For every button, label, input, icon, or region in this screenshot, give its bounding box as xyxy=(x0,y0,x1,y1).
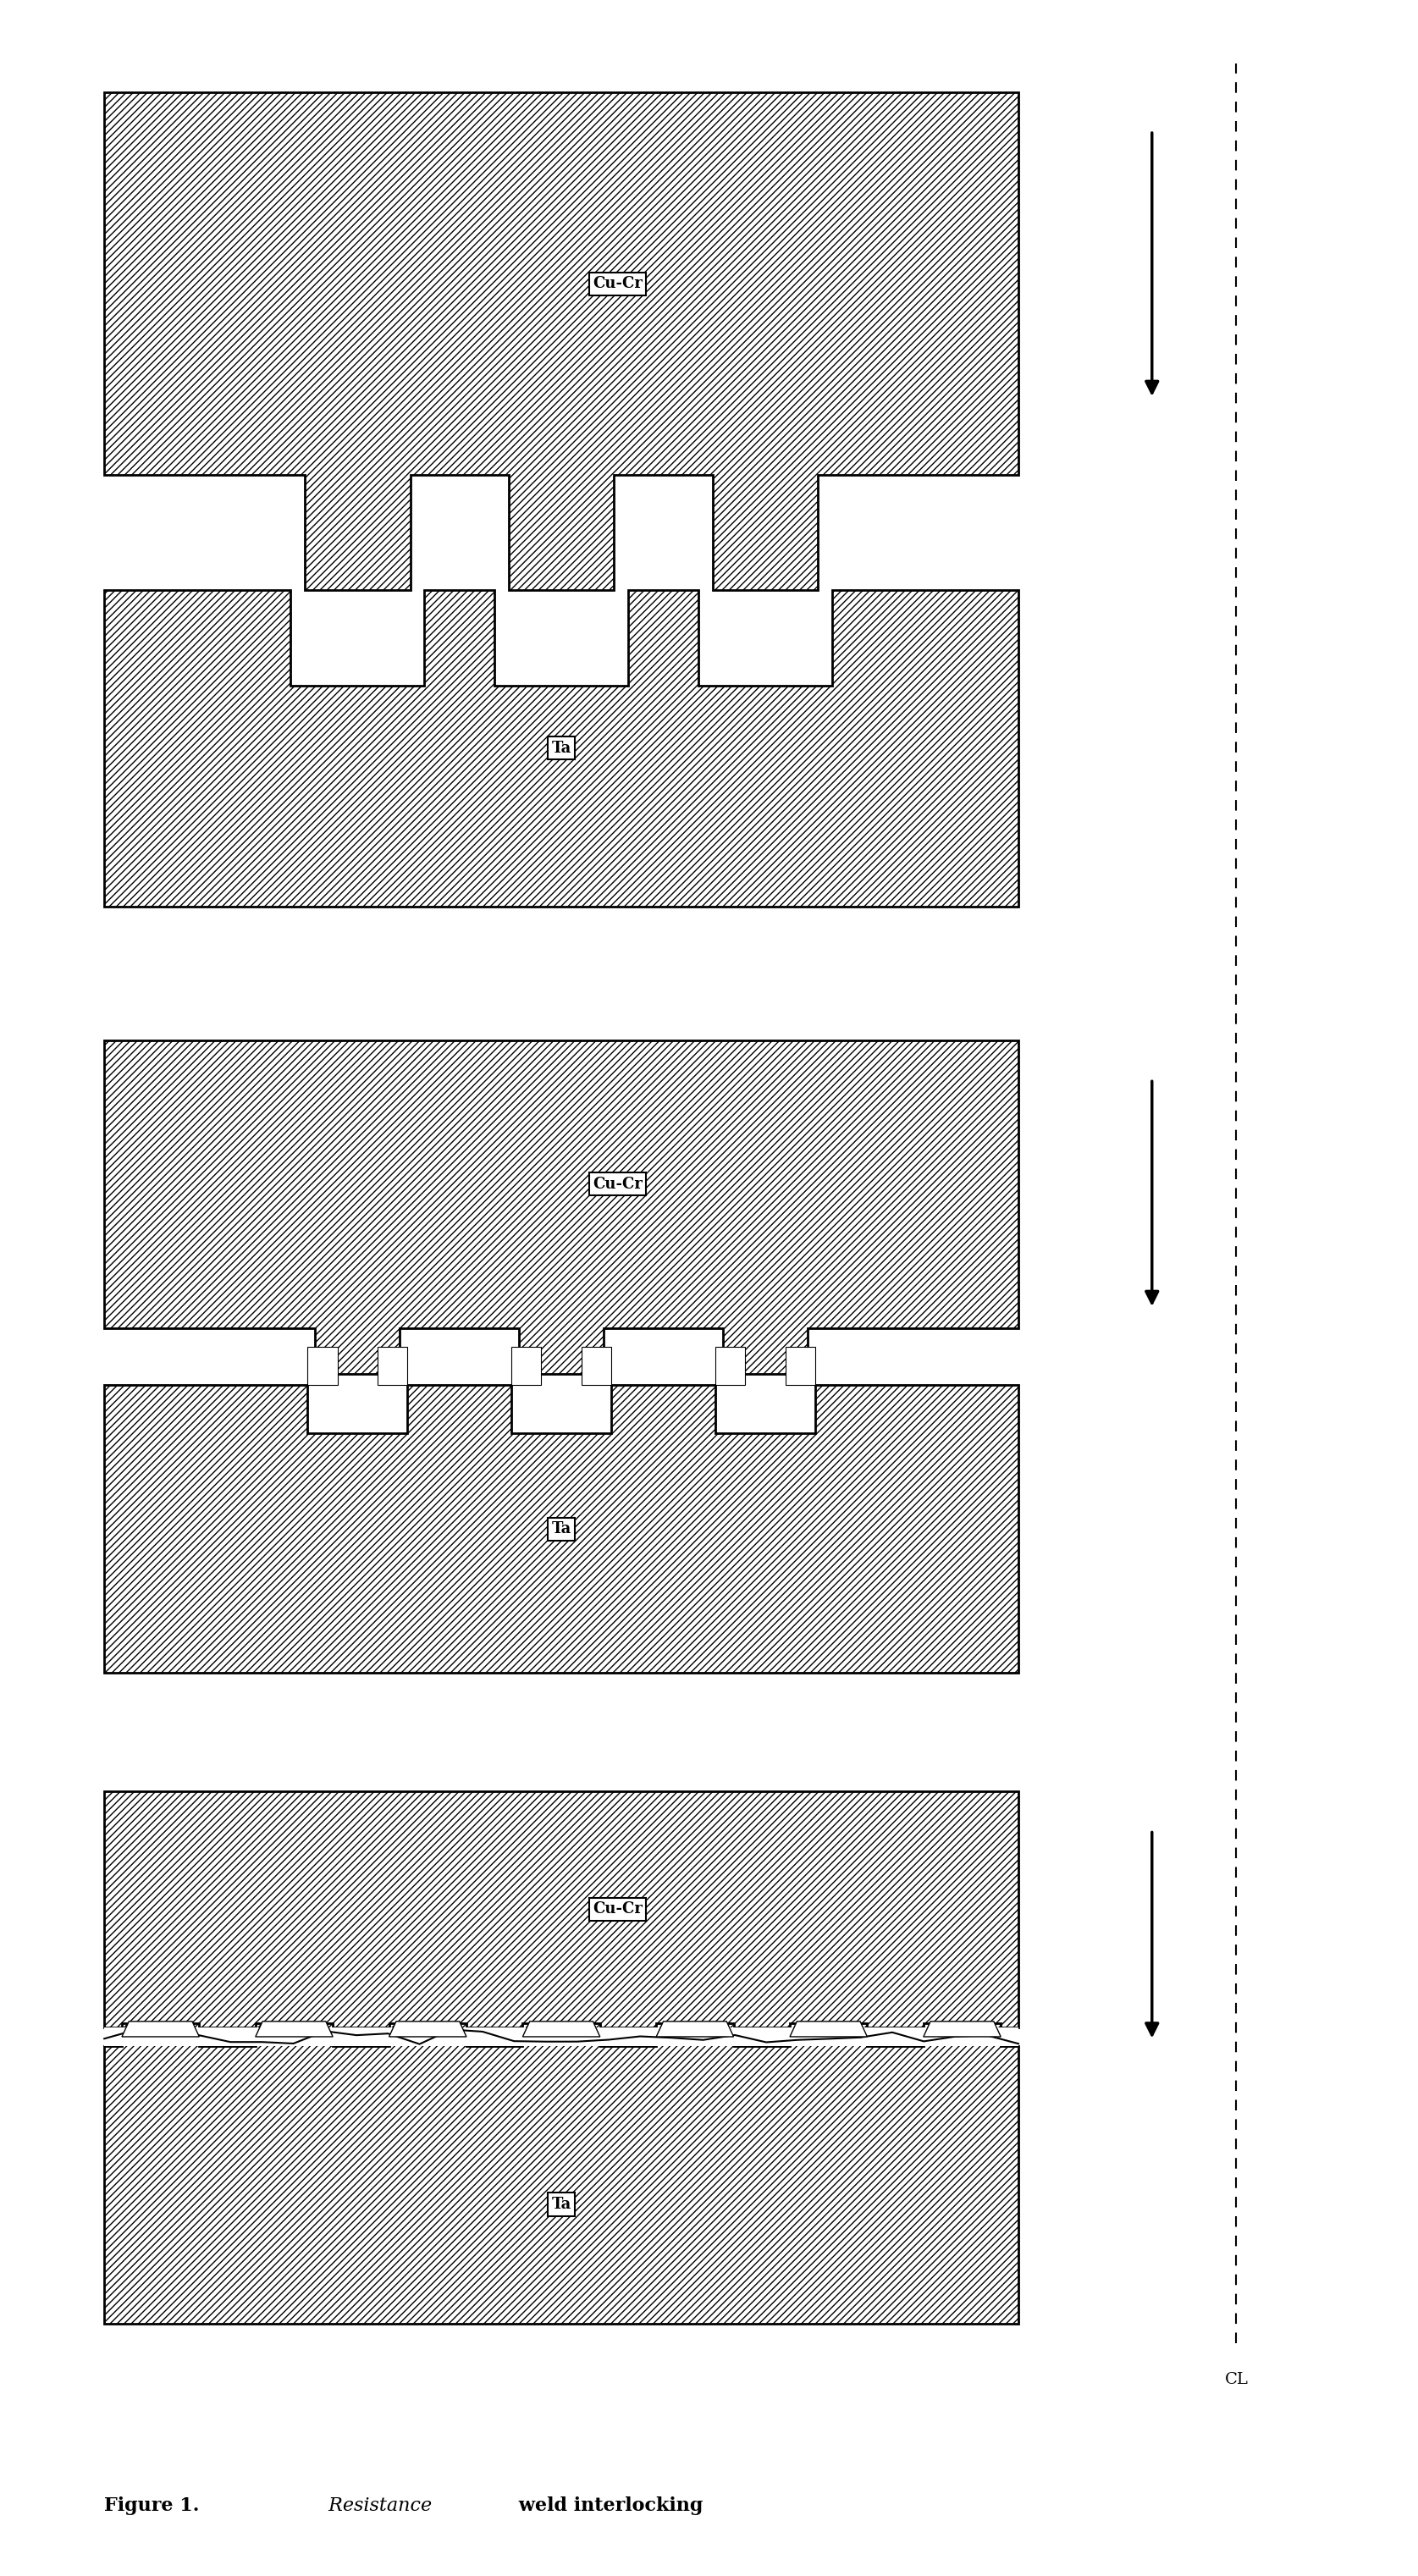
Text: Figure 1.: Figure 1. xyxy=(105,2496,200,2514)
Text: CL: CL xyxy=(1225,2372,1248,2388)
Polygon shape xyxy=(790,2022,868,2038)
Text: Cu-Cr: Cu-Cr xyxy=(593,276,642,291)
Text: Ta: Ta xyxy=(552,1522,571,1538)
Polygon shape xyxy=(523,2022,600,2038)
Text: Ta: Ta xyxy=(552,2197,571,2213)
Polygon shape xyxy=(255,2022,333,2038)
Text: Ta: Ta xyxy=(552,742,571,755)
Polygon shape xyxy=(105,93,1018,590)
Bar xyxy=(512,1347,542,1386)
Polygon shape xyxy=(105,2022,1018,2324)
Polygon shape xyxy=(122,2022,200,2038)
Text: Resistance: Resistance xyxy=(322,2496,431,2514)
Polygon shape xyxy=(389,2022,467,2038)
Text: Cu-Cr: Cu-Cr xyxy=(593,1901,642,1917)
Text: Cu-Cr: Cu-Cr xyxy=(593,1177,642,1193)
Polygon shape xyxy=(105,590,1018,907)
Bar xyxy=(581,1347,611,1386)
Polygon shape xyxy=(105,1386,1018,1672)
Polygon shape xyxy=(657,2022,733,2038)
Text: weld interlocking: weld interlocking xyxy=(512,2496,703,2514)
Bar xyxy=(377,1347,407,1386)
Polygon shape xyxy=(105,1041,1018,1373)
Bar xyxy=(786,1347,815,1386)
Bar xyxy=(308,1347,337,1386)
Bar xyxy=(715,1347,746,1386)
Polygon shape xyxy=(105,1790,1018,2027)
Polygon shape xyxy=(923,2022,1001,2038)
Bar xyxy=(105,2027,1018,2045)
